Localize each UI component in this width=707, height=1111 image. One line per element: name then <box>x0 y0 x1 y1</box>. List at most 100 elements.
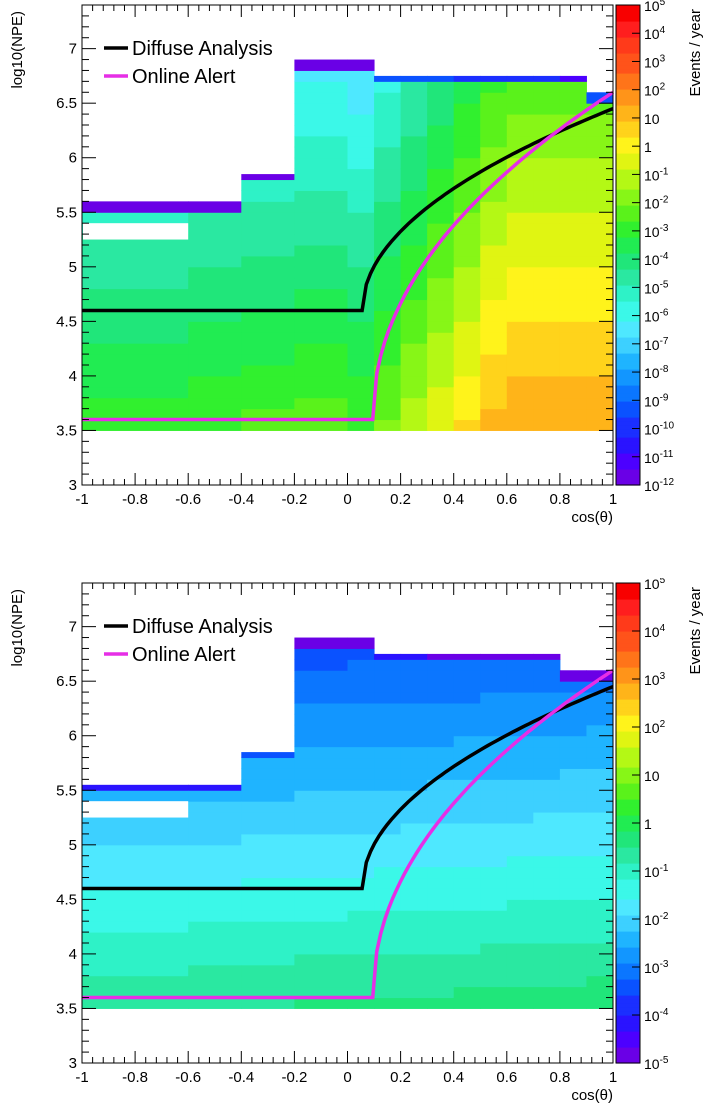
heat-cell <box>374 365 402 377</box>
colorbar-step <box>616 49 640 54</box>
colorbar-step <box>616 477 640 482</box>
heat-cell <box>480 255 508 268</box>
heat-cell <box>374 757 402 769</box>
heat-cell <box>400 234 428 246</box>
heat-cell <box>480 953 508 966</box>
colorbar-step <box>616 671 640 676</box>
colorbar-step <box>616 643 640 648</box>
heat-cell <box>374 299 402 311</box>
heat-cell <box>559 724 587 737</box>
heat-cell <box>559 833 587 846</box>
heat-cell <box>427 103 455 115</box>
heat-cell <box>559 681 587 693</box>
y-tick-label: 3.5 <box>56 1000 77 1017</box>
heat-cell <box>347 943 375 955</box>
heat-cell <box>294 375 348 388</box>
heat-cell <box>453 81 481 93</box>
colorbar-step <box>616 77 640 82</box>
heat-cell <box>586 997 614 1009</box>
heat-cell <box>586 833 614 846</box>
colorbar-step <box>616 397 640 402</box>
colorbar-step <box>616 277 640 282</box>
heat-cell <box>241 255 295 268</box>
heat-cell <box>374 103 402 115</box>
colorbar-step <box>616 615 640 620</box>
colorbar-step <box>616 759 640 764</box>
colorbar-step <box>616 991 640 996</box>
heat-cell <box>400 365 428 377</box>
heat-cell <box>294 855 348 868</box>
heat-cell <box>294 386 348 399</box>
heat-cell <box>241 223 295 235</box>
heat-cell <box>294 833 348 846</box>
heat-cell <box>427 855 455 868</box>
colorbar-step <box>616 1055 640 1060</box>
colorbar-step <box>616 9 640 14</box>
heat-cell <box>294 877 348 889</box>
online-alert-curve <box>82 90 614 422</box>
heat-cell <box>586 386 614 399</box>
heat-cell <box>188 245 242 257</box>
heat-cell <box>480 921 508 933</box>
heat-cell <box>427 779 455 791</box>
heat-cell <box>188 921 242 933</box>
heat-cell <box>586 114 614 126</box>
heat-cell <box>453 735 481 748</box>
heat-cell <box>533 343 561 355</box>
heat-cell <box>506 332 534 344</box>
heat-cell <box>188 310 242 322</box>
colorbar-step <box>616 723 640 728</box>
colorbar-step <box>616 117 640 122</box>
colorbar-step <box>616 213 640 218</box>
heat-cell <box>294 932 348 944</box>
heat-cell <box>586 866 614 879</box>
heat-cell <box>480 866 508 879</box>
heat-cell <box>559 790 587 802</box>
heat-cell <box>453 692 481 704</box>
colorbar-step <box>616 751 640 756</box>
heat-cell <box>559 670 587 682</box>
heat-cell <box>453 343 481 355</box>
heat-cell <box>427 844 455 857</box>
heat-cell <box>559 365 587 377</box>
heat-cell <box>294 659 348 671</box>
heat-cell <box>480 790 508 802</box>
heat-cell <box>533 681 561 693</box>
heat-cell <box>294 812 348 824</box>
heat-cell <box>586 964 614 977</box>
heat-cell <box>374 855 402 868</box>
colorbar-step <box>616 245 640 250</box>
heat-cell <box>82 877 189 889</box>
heat-cell <box>374 408 402 421</box>
x-tick-label: -0.2 <box>281 491 307 508</box>
heat-cell <box>82 321 189 333</box>
legend-label: Online Alert <box>132 644 236 666</box>
colorbar-step <box>616 743 640 748</box>
heat-cell <box>480 681 508 693</box>
colorbar-step <box>616 13 640 18</box>
colorbar-step <box>616 627 640 632</box>
colorbar-label: 10 <box>644 111 660 127</box>
heat-cell <box>427 386 455 399</box>
colorbar-label: 1 <box>644 139 652 155</box>
heat-cell <box>241 833 295 846</box>
colorbar-step <box>616 607 640 612</box>
heat-cell <box>82 419 189 431</box>
heat-cell <box>294 59 348 71</box>
heat-cell <box>533 746 561 759</box>
colorbar-step <box>616 811 640 816</box>
colorbar-step <box>616 369 640 374</box>
colorbar-step <box>616 899 640 904</box>
heat-cell <box>506 419 534 431</box>
heat-cell <box>559 234 587 246</box>
colorbar-step <box>616 871 640 876</box>
colorbar-step <box>616 381 640 386</box>
heat-cell <box>427 332 455 344</box>
heat-cell <box>586 812 614 824</box>
heat-cell <box>82 899 189 911</box>
heat-cell <box>82 310 189 322</box>
colorbar-label: 10-1 <box>644 863 669 880</box>
heat-cell <box>347 855 375 868</box>
heat-cell <box>241 921 295 933</box>
heat-cell <box>480 245 508 257</box>
